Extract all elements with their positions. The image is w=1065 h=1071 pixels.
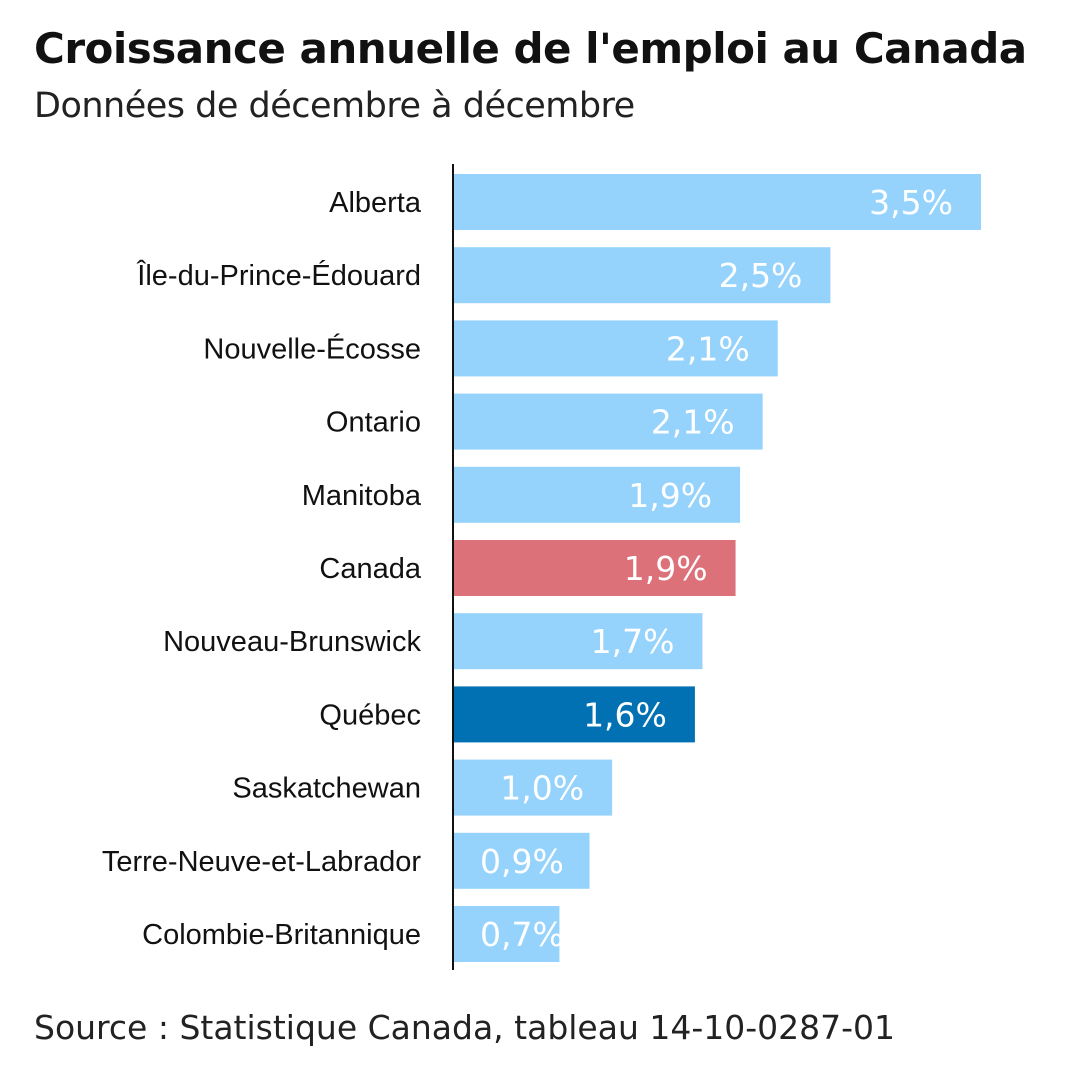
bar-0 — [454, 174, 981, 230]
category-label: Nouveau-Brunswick — [163, 626, 421, 658]
category-labels-group: Alberta Île-du-Prince-Édouard Nouvelle-Éco… — [102, 187, 422, 951]
value-label: 0,9% — [480, 842, 564, 881]
category-label: Canada — [319, 553, 421, 585]
category-label: Alberta — [329, 187, 422, 219]
bars-group — [454, 174, 981, 962]
category-label: Québec — [319, 699, 421, 731]
value-label: 1,9% — [628, 476, 712, 515]
bar-2 — [454, 320, 778, 377]
bar-6 — [454, 613, 703, 670]
bar-3 — [454, 393, 763, 450]
bar-7 — [454, 686, 695, 743]
category-label: Nouvelle-Écosse — [203, 332, 421, 365]
value-label: 3,5% — [869, 183, 953, 222]
bar-5 — [454, 540, 736, 596]
source-note: Source : Statistique Canada, tableau 14-… — [34, 1008, 896, 1047]
value-labels-group: 3,5% 2,5% 2,1% 2,1% 1,9% 1,9% 1,7% 1,6% 1,0% 0,9%… — [480, 183, 953, 954]
bar-9 — [454, 832, 590, 889]
chart-title: Croissance annuelle de l'emploi au Canad… — [34, 24, 1027, 73]
category-label: Terre-Neuve-et-Labrador — [102, 846, 421, 878]
bar-8 — [454, 759, 613, 816]
category-label: Île-du-Prince-Édouard — [136, 259, 421, 292]
value-label: 1,7% — [591, 622, 675, 661]
category-label: Ontario — [326, 407, 421, 439]
value-label: 2,5% — [719, 256, 803, 295]
bar-10 — [454, 906, 560, 962]
category-label: Colombie-Britannique — [142, 919, 421, 951]
value-label: 1,0% — [500, 769, 584, 808]
category-label: Manitoba — [302, 480, 422, 512]
value-label: 0,7% — [480, 915, 564, 954]
category-label: Saskatchewan — [232, 773, 421, 805]
value-label: 2,1% — [666, 329, 750, 368]
value-label: 1,6% — [583, 695, 667, 734]
bar-4 — [454, 466, 741, 523]
value-label: 1,9% — [624, 549, 708, 588]
chart-subtitle: Données de décembre à décembre — [34, 86, 635, 126]
bar-1 — [454, 247, 831, 304]
value-label: 2,1% — [651, 403, 735, 442]
